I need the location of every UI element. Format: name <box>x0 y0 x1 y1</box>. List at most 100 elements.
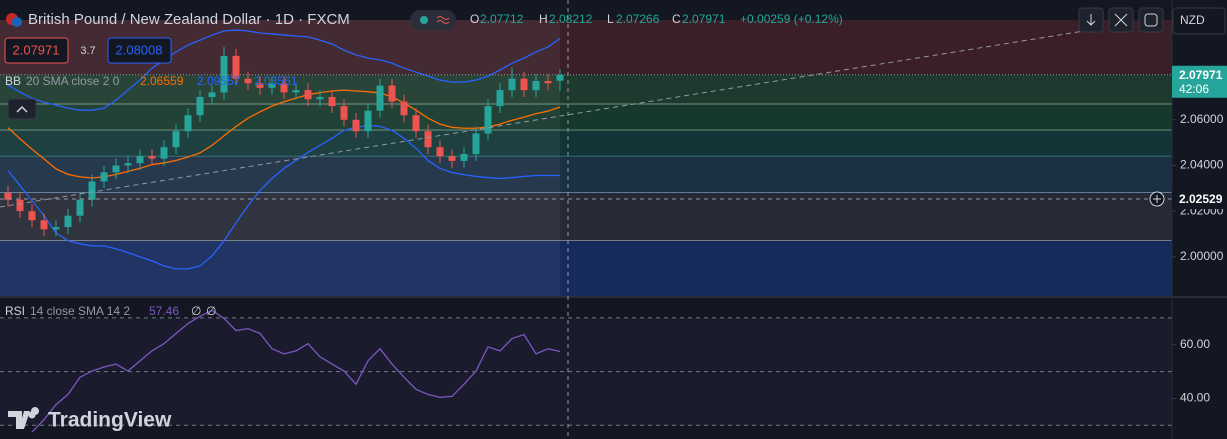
candle-body <box>124 163 132 166</box>
currency: NZD <box>1180 13 1205 27</box>
ohlc-label: L <box>607 12 614 26</box>
indicator-label: RSI <box>5 304 25 318</box>
delay-icon <box>436 16 450 24</box>
candle-body <box>112 165 120 173</box>
collapse-icon <box>16 105 28 113</box>
candle-body <box>208 92 216 97</box>
ohlc-label: O <box>470 12 479 26</box>
y-tick-label: 40.00 <box>1180 391 1210 405</box>
candle-body <box>280 83 288 93</box>
band-line <box>7 124 561 270</box>
zone <box>0 74 1172 105</box>
candle-body <box>196 96 204 116</box>
zone <box>0 192 1172 241</box>
logo-mark <box>28 411 36 419</box>
zones <box>0 20 1172 297</box>
candle-body <box>496 90 504 107</box>
ohlc-value: 2.07712 <box>480 12 524 26</box>
candle-body <box>328 96 336 107</box>
candle-body <box>88 181 96 200</box>
y-tick-label: 2.00000 <box>1180 249 1224 263</box>
candle-body <box>520 78 528 91</box>
candle-body <box>28 211 36 221</box>
collapse-button[interactable] <box>7 98 37 120</box>
candle-body <box>136 156 144 164</box>
candle-body <box>424 131 432 148</box>
candle-body <box>484 106 492 134</box>
y-tick-label: 2.04000 <box>1180 158 1224 172</box>
sell-price: 2.07971 <box>13 42 60 57</box>
last-price-box <box>1172 65 1227 98</box>
candle-body <box>544 80 552 84</box>
buy-button[interactable] <box>107 37 172 64</box>
currency-button[interactable] <box>1172 7 1226 35</box>
buy-price: 2.08008 <box>116 42 163 57</box>
symbol-icon <box>12 17 22 27</box>
status-pill[interactable] <box>410 10 456 30</box>
last-price: 2.07971 <box>1179 68 1223 82</box>
rsi-line <box>31 309 561 433</box>
candle-body <box>304 90 312 100</box>
candle-body <box>352 119 360 132</box>
zone <box>0 20 1172 75</box>
candle-body <box>340 106 348 120</box>
indicator-label: BB <box>5 74 21 88</box>
indicator-value: 2.03561 <box>254 74 298 88</box>
logo-text: TradingView <box>48 409 172 432</box>
candle-body <box>160 147 168 159</box>
candle-body <box>388 85 396 102</box>
countdown: 42:06 <box>1179 82 1209 96</box>
candle-body <box>316 96 324 100</box>
logo-mark <box>8 407 39 429</box>
candle-body <box>64 215 72 228</box>
candle-body <box>232 55 240 79</box>
indicator-value: 2.09557 <box>197 74 241 88</box>
candle-body <box>40 220 48 230</box>
candle-body <box>376 85 384 111</box>
scroll-icon <box>1086 14 1096 26</box>
fullscreen-icon <box>1114 13 1128 27</box>
candle-body <box>472 133 480 155</box>
ohlc-value: 2.07266 <box>616 12 660 26</box>
indicator-value: ∅ <box>191 304 201 318</box>
candle-body <box>256 83 264 88</box>
trend-line <box>0 29 1091 208</box>
zone <box>0 156 1172 193</box>
symbol-title: British Pound / New Zealand Dollar · 1D … <box>28 11 350 28</box>
ohlc-label: C <box>672 12 681 26</box>
indicator-value: ∅ <box>206 304 216 318</box>
candle-body <box>292 90 300 93</box>
candle-body <box>16 199 24 212</box>
change: +0.00259 (+0.12%) <box>740 12 843 26</box>
candle-body <box>172 131 180 148</box>
candle-body <box>76 199 84 216</box>
sell-button[interactable] <box>4 37 69 64</box>
candle-body <box>100 172 108 182</box>
zone <box>0 130 1172 157</box>
plot <box>0 29 1172 433</box>
spread: 3.7 <box>80 45 95 57</box>
ohlc-value: 2.07971 <box>682 12 726 26</box>
indicator-value: 2.06559 <box>140 74 184 88</box>
candle-body <box>400 101 408 116</box>
candle-body <box>436 147 444 157</box>
y-tick-label: 60.00 <box>1180 337 1210 351</box>
candle-body <box>412 115 420 132</box>
zone <box>0 104 1172 131</box>
labels: 2.000002.020002.040002.060002.0797142:06… <box>1149 65 1227 405</box>
candle-body <box>460 154 468 161</box>
y-tick-label: 2.06000 <box>1180 112 1224 126</box>
crosshair-box <box>1172 190 1227 210</box>
candle-body <box>448 156 456 161</box>
candle-body <box>4 192 12 200</box>
indicator-params: 14 close SMA 14 2 <box>30 304 130 318</box>
screenshot-button[interactable] <box>1138 7 1164 33</box>
candle-body <box>556 74 564 81</box>
crosshair-price: 2.02529 <box>1179 192 1223 206</box>
band-line <box>7 89 561 179</box>
add-alert-icon <box>1153 195 1161 204</box>
ohlc-value: 2.08212 <box>549 12 593 26</box>
candle-body <box>364 110 372 132</box>
